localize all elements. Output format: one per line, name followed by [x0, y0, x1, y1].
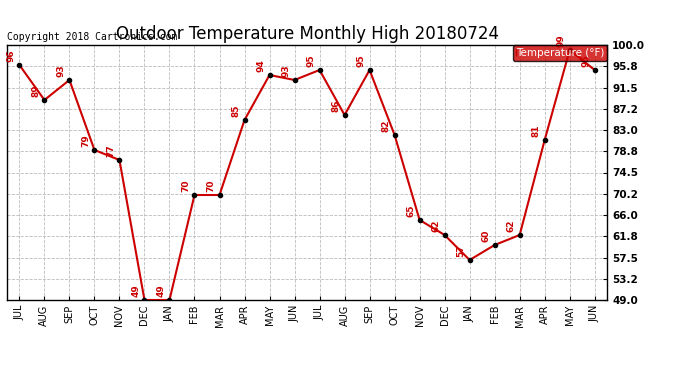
Text: Copyright 2018 Cartronics.com: Copyright 2018 Cartronics.com: [7, 33, 177, 42]
Text: 77: 77: [106, 144, 115, 157]
Text: 49: 49: [131, 285, 140, 297]
Text: 65: 65: [406, 205, 415, 217]
Text: 81: 81: [531, 125, 540, 137]
Text: 95: 95: [582, 55, 591, 67]
Text: 70: 70: [206, 180, 215, 192]
Text: 89: 89: [31, 85, 40, 97]
Text: 99: 99: [557, 34, 566, 47]
Text: 86: 86: [331, 100, 340, 112]
Text: 79: 79: [81, 135, 90, 147]
Text: 95: 95: [306, 55, 315, 67]
Text: 93: 93: [57, 64, 66, 77]
Text: 62: 62: [506, 220, 515, 232]
Text: 95: 95: [357, 55, 366, 67]
Text: 94: 94: [257, 60, 266, 72]
Text: 60: 60: [482, 230, 491, 242]
Text: 70: 70: [181, 180, 190, 192]
Text: 57: 57: [457, 244, 466, 257]
Text: 93: 93: [282, 64, 290, 77]
Text: 96: 96: [6, 50, 15, 62]
Title: Outdoor Temperature Monthly High 20180724: Outdoor Temperature Monthly High 2018072…: [115, 26, 499, 44]
Text: 49: 49: [157, 285, 166, 297]
Text: 85: 85: [231, 105, 240, 117]
Legend: Temperature (°F): Temperature (°F): [513, 45, 607, 61]
Text: 62: 62: [431, 220, 440, 232]
Text: 82: 82: [382, 120, 391, 132]
